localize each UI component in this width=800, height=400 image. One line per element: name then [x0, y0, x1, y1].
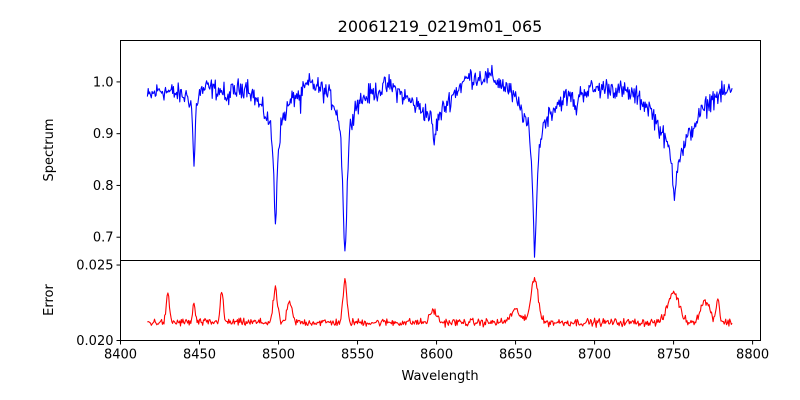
spectrum-y-tick-label: 0.8 — [93, 179, 114, 194]
x-tick-label: 8600 — [420, 348, 453, 363]
spectrum-y-tick-label: 0.7 — [93, 231, 114, 246]
error-y-tick-label: 0.025 — [76, 259, 113, 274]
spectrum-y-axis-label: Spectrum — [42, 119, 57, 182]
x-tick-label: 8650 — [499, 348, 532, 363]
x-tick-label: 8450 — [183, 348, 216, 363]
spectrum-series-line — [146, 64, 733, 258]
x-axis-ticks: 8400 8450 8500 8550 8600 8650 8700 8750 8800 — [104, 340, 769, 363]
x-tick-label: 8500 — [262, 348, 295, 363]
spectrum-axes-frame — [120, 40, 761, 261]
error-panel: 0.020 0.025 Error — [42, 259, 761, 349]
x-tick-label: 8800 — [736, 348, 769, 363]
x-tick-label: 8750 — [657, 348, 690, 363]
chart-title: 20061219_0219m01_065 — [338, 17, 543, 37]
x-tick-label: 8550 — [341, 348, 374, 363]
x-tick-label: 8700 — [578, 348, 611, 363]
x-tick-label: 8400 — [104, 348, 137, 363]
x-axis-label: Wavelength — [401, 369, 478, 384]
error-axes-frame — [120, 260, 761, 341]
error-y-axis-label: Error — [42, 284, 57, 316]
error-series-line — [147, 276, 733, 328]
error-y-ticks: 0.020 0.025 — [76, 259, 121, 349]
spectrum-y-tick-label: 0.9 — [93, 127, 114, 142]
spectrum-y-tick-label: 1.0 — [93, 75, 114, 90]
spectrum-y-ticks: 0.7 0.8 0.9 1.0 — [93, 75, 121, 246]
spectrum-panel: 0.7 0.8 0.9 1.0 Spectrum — [42, 40, 761, 261]
error-y-tick-label: 0.020 — [76, 334, 113, 349]
